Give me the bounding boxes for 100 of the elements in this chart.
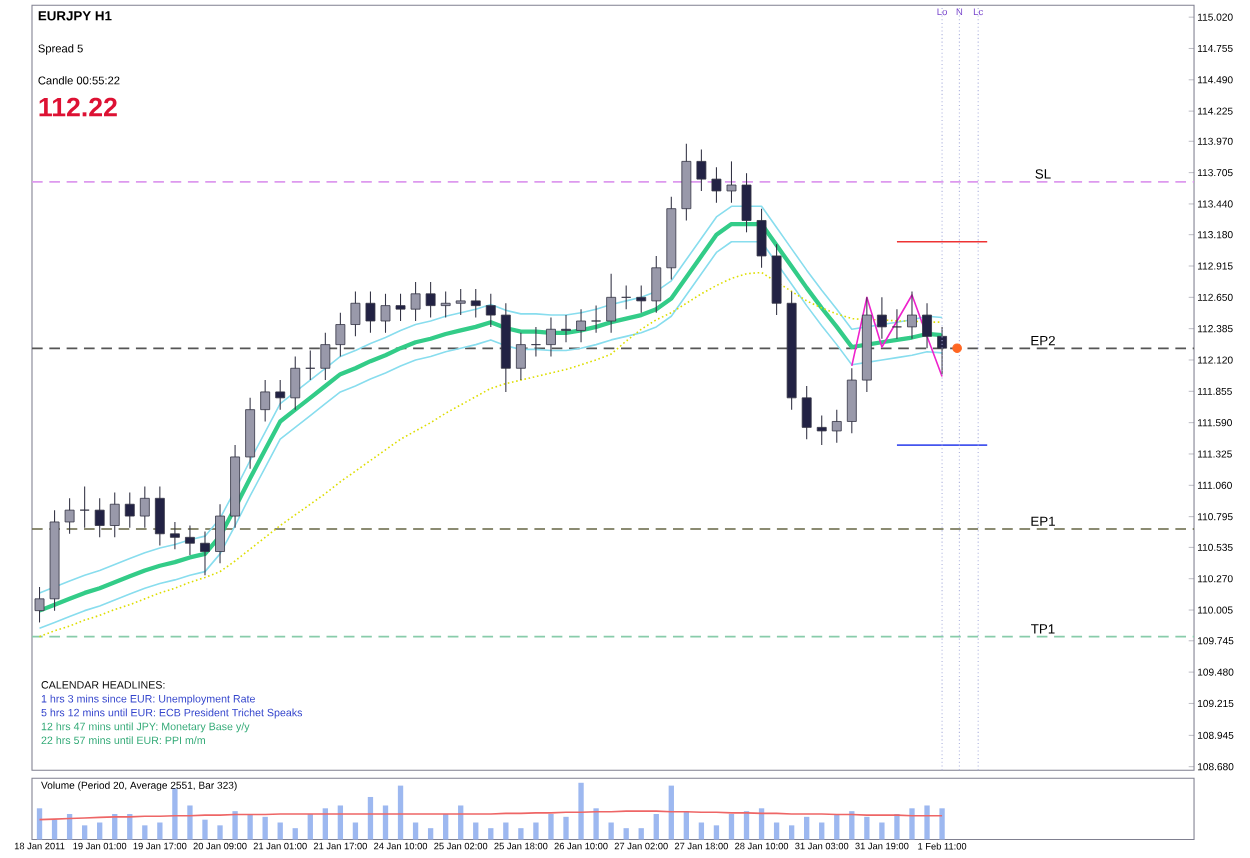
candlestick — [546, 316, 556, 357]
bar — [849, 811, 855, 840]
bar — [548, 813, 554, 840]
bar — [66, 813, 73, 840]
candlestick — [335, 312, 346, 357]
line-series — [851, 294, 943, 378]
bar — [307, 813, 313, 840]
bar — [397, 785, 404, 840]
bar — [352, 822, 359, 840]
bar — [36, 808, 43, 840]
candlestick — [681, 143, 692, 221]
bar — [51, 819, 58, 840]
bar — [337, 805, 344, 840]
bar — [668, 785, 674, 840]
annotation: 112.22 — [39, 97, 117, 117]
candlestick — [711, 166, 722, 204]
bar — [157, 822, 163, 840]
bar — [698, 822, 705, 840]
bar — [623, 828, 629, 840]
bar — [503, 822, 509, 840]
candlestick — [726, 160, 737, 204]
bar — [443, 813, 449, 840]
bar — [262, 816, 268, 840]
candlestick — [907, 290, 917, 340]
bar — [563, 816, 569, 840]
candlestick — [531, 326, 541, 357]
candlestick — [380, 293, 391, 334]
candlestick — [621, 284, 632, 310]
bar — [458, 805, 464, 840]
candlestick — [260, 379, 271, 422]
candlestick — [275, 379, 286, 411]
bar — [81, 825, 88, 840]
candlestick — [922, 302, 932, 349]
candlestick — [305, 349, 316, 381]
candlestick — [876, 296, 887, 340]
candlestick — [109, 491, 120, 538]
bar — [819, 822, 825, 840]
bar — [653, 813, 659, 840]
candlestick — [215, 503, 225, 564]
bar — [202, 819, 208, 840]
bar — [533, 822, 539, 840]
candlestick — [591, 304, 602, 334]
bar — [593, 808, 599, 840]
candlestick — [124, 491, 135, 529]
bar — [412, 822, 419, 840]
candlestick — [425, 281, 436, 318]
candlestick — [410, 281, 421, 322]
bar — [97, 822, 103, 840]
candlestick — [606, 273, 617, 334]
bar — [909, 808, 915, 840]
candlestick — [485, 293, 496, 328]
candlestick — [576, 308, 586, 343]
candlestick — [34, 586, 45, 623]
candlestick — [200, 530, 210, 576]
bar — [247, 813, 253, 840]
candlestick — [937, 326, 947, 375]
bar — [713, 825, 720, 840]
bar — [638, 828, 644, 840]
candlestick — [816, 414, 827, 446]
bar — [187, 805, 193, 840]
candlestick — [741, 172, 752, 233]
candlestick — [350, 290, 361, 337]
bar — [217, 825, 223, 840]
candlestick — [651, 255, 662, 314]
candlestick — [79, 485, 90, 529]
candlestick — [696, 148, 707, 192]
bar — [939, 808, 945, 840]
bar — [804, 816, 810, 840]
candlestick — [365, 290, 376, 334]
candlestick — [169, 521, 180, 550]
bar — [773, 822, 780, 840]
bar — [578, 782, 584, 840]
candlestick — [470, 288, 481, 318]
bar — [834, 813, 840, 840]
candlestick — [185, 524, 195, 556]
candlestick — [831, 409, 842, 444]
candlestick — [290, 355, 301, 411]
bar — [788, 825, 795, 840]
candlestick — [846, 367, 857, 434]
candlestick — [515, 332, 526, 381]
bar — [488, 828, 494, 840]
bar — [608, 822, 614, 840]
bar — [367, 796, 374, 840]
candlestick — [64, 497, 75, 535]
bar — [924, 805, 930, 840]
candlestick — [94, 497, 105, 538]
candlestick — [245, 397, 256, 470]
bar — [172, 788, 178, 840]
candlestick — [561, 314, 571, 343]
candlestick — [892, 308, 902, 340]
bar — [758, 808, 765, 840]
bar — [382, 805, 389, 840]
bar — [879, 822, 885, 840]
candlestick — [440, 290, 451, 318]
bar — [277, 822, 283, 840]
candlestick — [154, 485, 165, 547]
bar — [473, 822, 479, 840]
bar — [142, 825, 148, 840]
bar — [894, 813, 900, 840]
candlestick — [636, 284, 647, 314]
